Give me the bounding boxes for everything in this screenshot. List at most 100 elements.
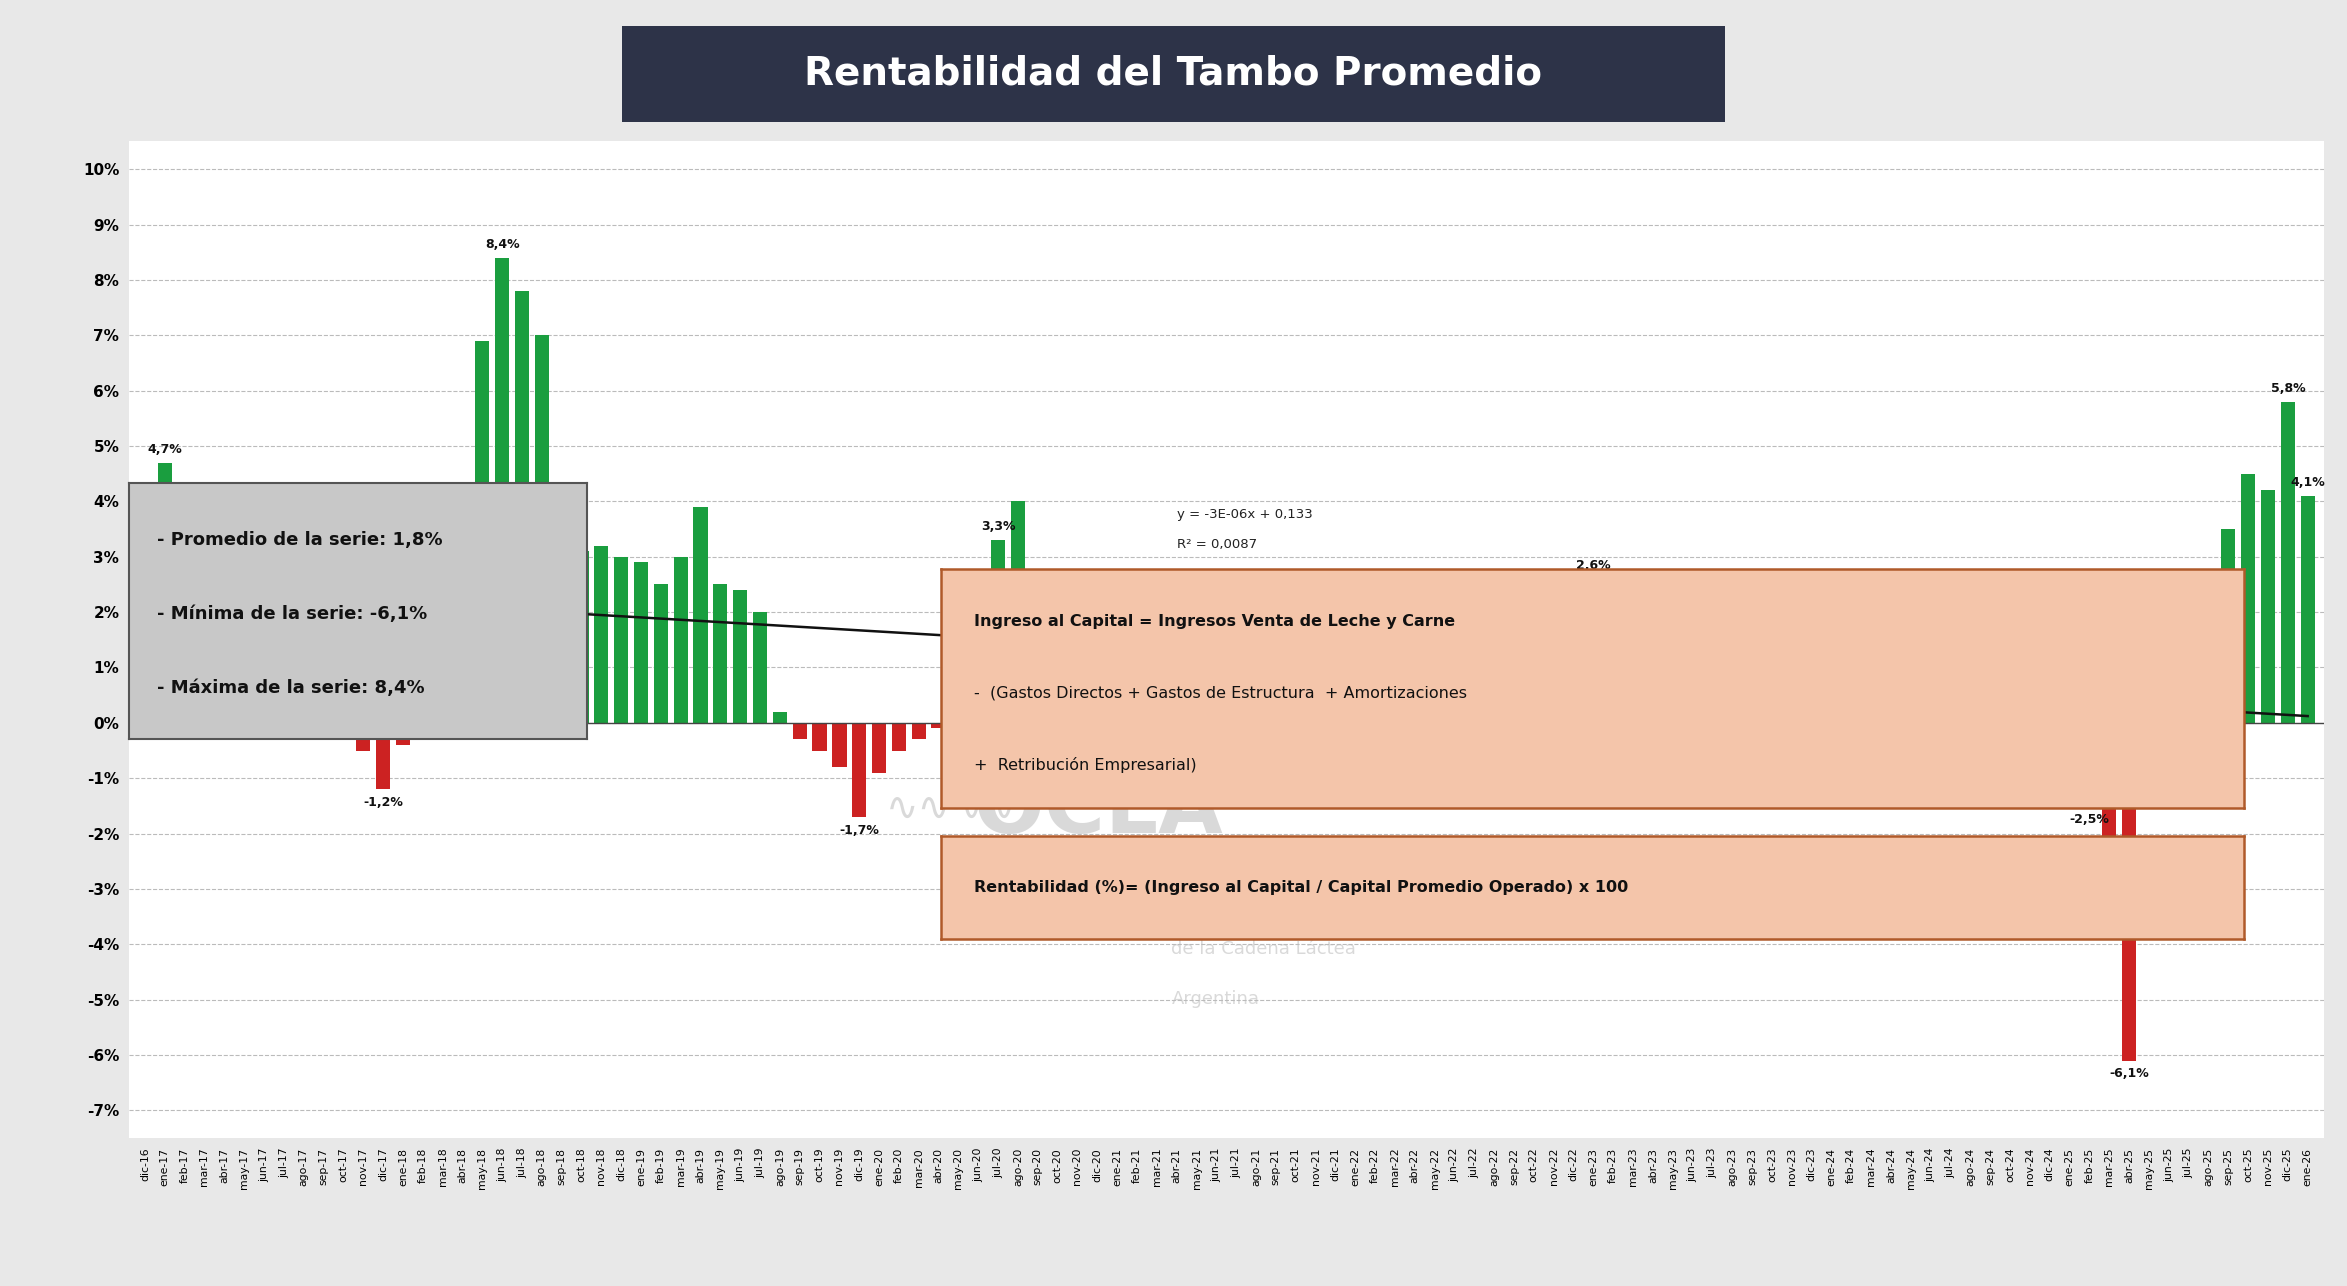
Bar [2162,723,2176,751]
Text: - Promedio de la serie: 1,8%: - Promedio de la serie: 1,8% [157,531,441,549]
Bar [1885,723,1899,728]
Text: OCLA: OCLA [974,769,1223,850]
Bar [2082,723,2096,806]
Bar [397,723,411,745]
Text: Observatorio: Observatorio [1171,890,1289,908]
Text: +  Retribución Empresarial): + Retribución Empresarial) [974,756,1197,773]
Bar [1448,723,1462,751]
Text: Rentabilidad (%)= (Ingreso al Capital / Capital Promedio Operado) x 100: Rentabilidad (%)= (Ingreso al Capital / … [974,880,1629,895]
Text: -2,5%: -2,5% [2070,813,2110,826]
Bar [256,562,272,723]
Bar [615,557,629,723]
Bar [1408,634,1422,723]
Bar [535,336,549,723]
Bar [1427,723,1441,751]
Bar [674,557,688,723]
Bar [753,612,767,723]
Bar [1091,673,1105,723]
Bar [1983,679,1997,723]
Bar [2300,496,2314,723]
Text: ∿∿∿∿: ∿∿∿∿ [887,790,1016,828]
Bar [2143,723,2157,806]
Text: 1,0%: 1,0% [1953,648,1988,661]
Bar [1845,723,1859,756]
Text: -1,2%: -1,2% [1455,757,1495,770]
Bar [575,552,589,723]
Bar [1012,502,1026,723]
Bar [892,723,906,751]
Bar [2103,723,2117,862]
Bar [2002,696,2016,723]
Bar [990,540,1005,723]
Bar [157,463,171,723]
Bar [1110,723,1124,728]
Bar [514,291,528,723]
Bar [1864,723,1878,739]
Bar [1467,723,1481,751]
Bar [932,723,946,728]
Bar [415,723,430,739]
Bar [1387,629,1401,723]
Text: 3,3%: 3,3% [981,521,1016,534]
Bar [1347,651,1361,723]
Bar [2220,529,2234,723]
Bar [1270,639,1284,723]
Bar [1150,723,1164,751]
Bar [793,723,807,739]
Bar [1070,612,1084,723]
Bar [732,590,746,723]
Bar [1925,696,1939,723]
Text: -0,5%: -0,5% [1098,736,1136,748]
Bar [2042,723,2056,739]
Bar [873,723,887,773]
Text: -  (Gastos Directos + Gastos de Estructura  + Amortizaciones: - (Gastos Directos + Gastos de Estructur… [974,685,1467,701]
Text: - Máxima de la serie: 8,4%: - Máxima de la serie: 8,4% [157,679,425,697]
Bar [2201,612,2216,723]
Bar [1169,723,1183,739]
Bar [634,562,648,723]
Bar [1587,579,1601,723]
Bar [1368,634,1382,723]
Bar [1488,723,1502,745]
Bar [376,723,390,790]
Bar [296,607,310,723]
Bar [655,584,669,723]
Bar [1943,689,1957,723]
Bar [197,557,211,723]
Bar [437,723,451,734]
Text: Argentina: Argentina [1171,990,1260,1007]
Text: - Mínima de la serie: -6,1%: - Mínima de la serie: -6,1% [157,604,427,622]
Bar [1328,646,1342,723]
Bar [1805,723,1819,761]
Bar [1666,634,1680,723]
Bar [1605,590,1619,723]
Bar [772,711,786,723]
Bar [1507,723,1521,739]
Bar [178,507,192,723]
Bar [2281,401,2295,723]
Bar [972,662,986,723]
Bar [357,723,371,751]
Bar [1824,723,1838,790]
Bar [554,545,568,723]
Bar [1129,723,1145,739]
Bar [455,557,469,723]
Bar [2122,723,2136,1061]
Text: -1,2%: -1,2% [364,796,404,809]
Text: 8,4%: 8,4% [486,238,519,251]
Bar [237,540,251,723]
Text: -1,7%: -1,7% [840,823,880,837]
Bar [1784,723,1798,751]
Bar [951,696,965,723]
Bar [1706,656,1720,723]
Bar [474,341,491,723]
Bar [1645,617,1659,723]
Bar [1030,584,1044,723]
Bar [1685,646,1699,723]
Text: -6,1%: -6,1% [2110,1067,2150,1080]
Bar [1209,679,1223,723]
Bar [1289,629,1303,723]
Bar [1765,723,1779,734]
Bar [1565,689,1580,723]
Bar [1190,723,1204,751]
